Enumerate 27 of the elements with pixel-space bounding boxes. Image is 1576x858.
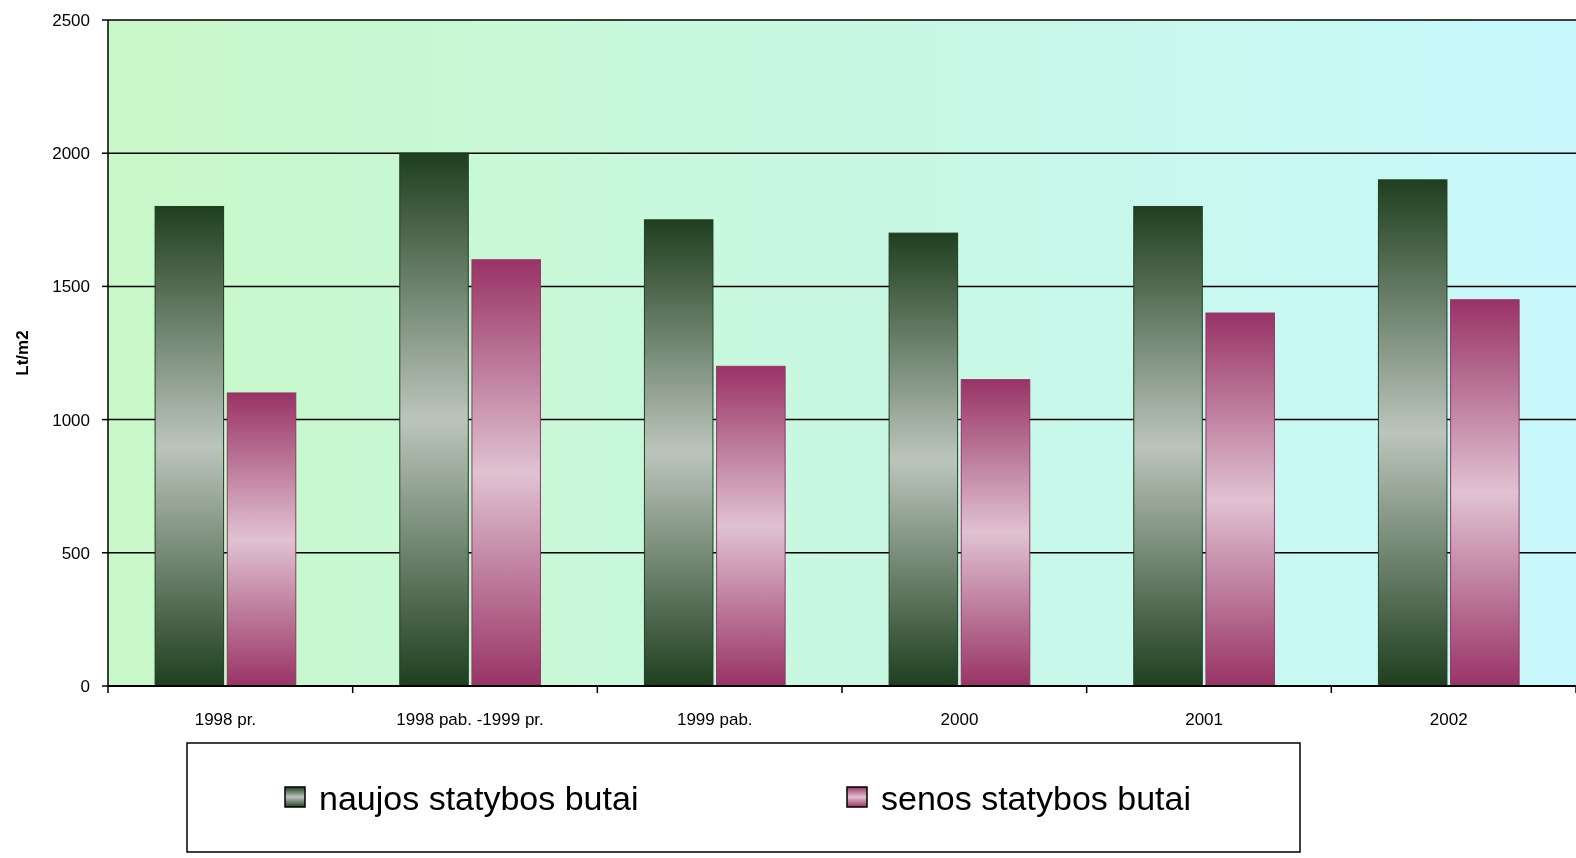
legend-label: naujos statybos butai — [319, 778, 639, 817]
bar — [154, 205, 225, 687]
x-tick-label: 1998 pr. — [194, 710, 257, 729]
legend-label: senos statybos butai — [881, 778, 1191, 817]
bar — [226, 392, 297, 687]
bar — [1205, 312, 1275, 687]
x-tick-label: 2000 — [940, 710, 979, 729]
y-tick-label: 1000 — [52, 410, 90, 430]
bar — [471, 259, 541, 687]
x-tick-label: 1999 pab. — [676, 710, 753, 729]
bar — [643, 219, 714, 687]
y-tick-label: 2500 — [52, 10, 90, 30]
bar — [1133, 205, 1203, 687]
y-tick-label: 2000 — [52, 144, 90, 164]
bar — [1450, 299, 1520, 687]
x-tick-label: 1998 pab. -1999 pr. — [396, 710, 544, 729]
bar — [888, 232, 959, 687]
x-tick-label: 2002 — [1429, 710, 1468, 729]
x-tick-label: 2001 — [1185, 710, 1224, 729]
y-tick-label: 500 — [61, 543, 90, 563]
bar — [1377, 179, 1448, 687]
y-tick-label: 1500 — [52, 277, 90, 297]
bar — [399, 152, 469, 687]
bar — [716, 365, 786, 687]
bar — [960, 379, 1031, 687]
y-axis-title: Lt/m2 — [13, 330, 32, 376]
y-tick-label: 0 — [80, 676, 90, 696]
